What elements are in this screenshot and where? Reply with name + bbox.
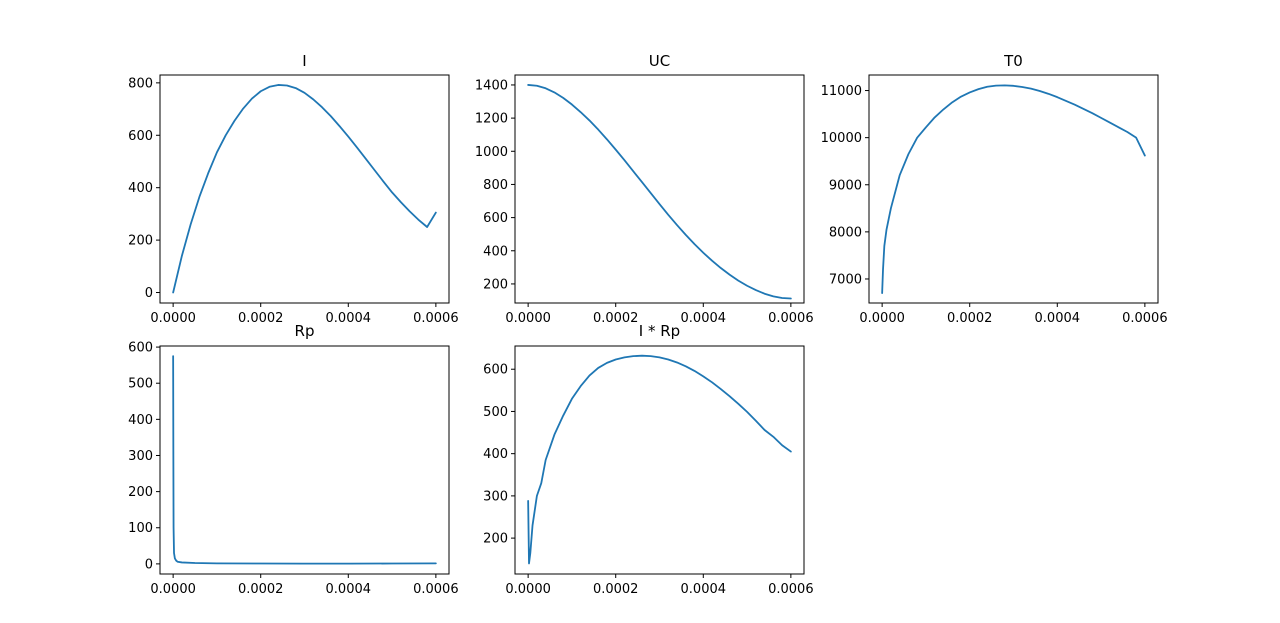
x-tick-label: 0.0002 — [593, 582, 639, 597]
x-tick-label: 0.0000 — [859, 311, 905, 326]
y-tick-label: 600 — [128, 341, 153, 356]
subplot-title: T0 — [1003, 52, 1023, 70]
y-tick-label: 300 — [483, 489, 508, 504]
x-tick-label: 0.0004 — [326, 582, 372, 597]
y-tick-label: 500 — [483, 405, 508, 420]
x-tick-label: 0.0004 — [1035, 311, 1081, 326]
series-line — [172, 84, 437, 294]
subplot-title: I — [302, 52, 306, 70]
y-tick-label: 300 — [128, 449, 153, 464]
y-tick-label: 1200 — [475, 112, 508, 127]
subplot-t0: 0.0000 0.0002 0.0004 0.0006 7000 8000 9000 1000… — [821, 52, 1168, 326]
x-tick-label: 0.0006 — [768, 582, 814, 597]
y-tick-label: 600 — [483, 363, 508, 378]
subplot-rp: 0.0000 0.0002 0.0004 0.0006 0 100 200 300 400 500… — [128, 322, 458, 597]
series-line — [172, 355, 437, 565]
y-tick-label: 8000 — [829, 225, 862, 240]
subplot-i: 0.0000 0.0002 0.0004 0.0006 0 200 400 600 800 I — [128, 52, 458, 326]
axes-frame — [868, 74, 1159, 304]
y-tick-label: 400 — [128, 413, 153, 428]
subplot-title: I * Rp — [639, 322, 680, 340]
x-tick-label: 0.0002 — [947, 311, 993, 326]
subplot-uc: 0.0000 0.0002 0.0004 0.0006 200 400 600 800 1000… — [475, 52, 814, 326]
y-tick-label: 100 — [128, 521, 153, 536]
x-tick-label: 0.0004 — [326, 311, 372, 326]
series-line — [527, 354, 792, 565]
x-tick-label: 0.0006 — [768, 311, 814, 326]
axes-frame — [159, 345, 450, 575]
x-tick-label: 0.0000 — [505, 582, 551, 597]
y-tick-label: 10000 — [821, 131, 862, 146]
subplot-title: UC — [649, 52, 670, 70]
y-tick-label: 7000 — [829, 272, 862, 287]
y-tick-label: 1000 — [475, 145, 508, 160]
y-tick-label: 600 — [128, 129, 153, 144]
y-tick-label: 400 — [483, 447, 508, 462]
y-tick-label: 11000 — [821, 84, 862, 99]
y-tick-label: 400 — [128, 181, 153, 196]
series-line — [527, 84, 792, 300]
x-tick-label: 0.0002 — [238, 582, 284, 597]
axes-frame — [159, 74, 450, 304]
axes-frame — [514, 345, 805, 575]
y-tick-label: 200 — [128, 485, 153, 500]
x-tick-label: 0.0000 — [150, 311, 196, 326]
y-tick-label: 200 — [128, 234, 153, 249]
x-tick-label: 0.0004 — [681, 311, 727, 326]
y-tick-label: 600 — [483, 211, 508, 226]
x-tick-label: 0.0002 — [238, 311, 284, 326]
y-tick-label: 400 — [483, 244, 508, 259]
axes-frame — [514, 74, 805, 304]
y-tick-label: 800 — [483, 178, 508, 193]
y-tick-label: 9000 — [829, 178, 862, 193]
x-tick-label: 0.0004 — [681, 582, 727, 597]
y-tick-label: 0 — [145, 557, 153, 572]
subplot-i-times-rp: 0.0000 0.0002 0.0004 0.0006 200 300 400 500 600 I… — [483, 322, 813, 597]
x-tick-label: 0.0002 — [593, 311, 639, 326]
y-tick-label: 500 — [128, 377, 153, 392]
y-tick-label: 200 — [483, 277, 508, 292]
subplot-title: Rp — [295, 322, 315, 340]
x-tick-label: 0.0006 — [413, 311, 459, 326]
x-tick-label: 0.0006 — [1122, 311, 1168, 326]
y-tick-label: 0 — [145, 286, 153, 301]
x-tick-label: 0.0000 — [150, 582, 196, 597]
x-tick-label: 0.0000 — [505, 311, 551, 326]
series-line — [881, 84, 1146, 295]
y-tick-label: 200 — [483, 532, 508, 547]
y-tick-label: 1400 — [475, 78, 508, 93]
x-tick-label: 0.0006 — [413, 582, 459, 597]
y-tick-label: 800 — [128, 76, 153, 91]
